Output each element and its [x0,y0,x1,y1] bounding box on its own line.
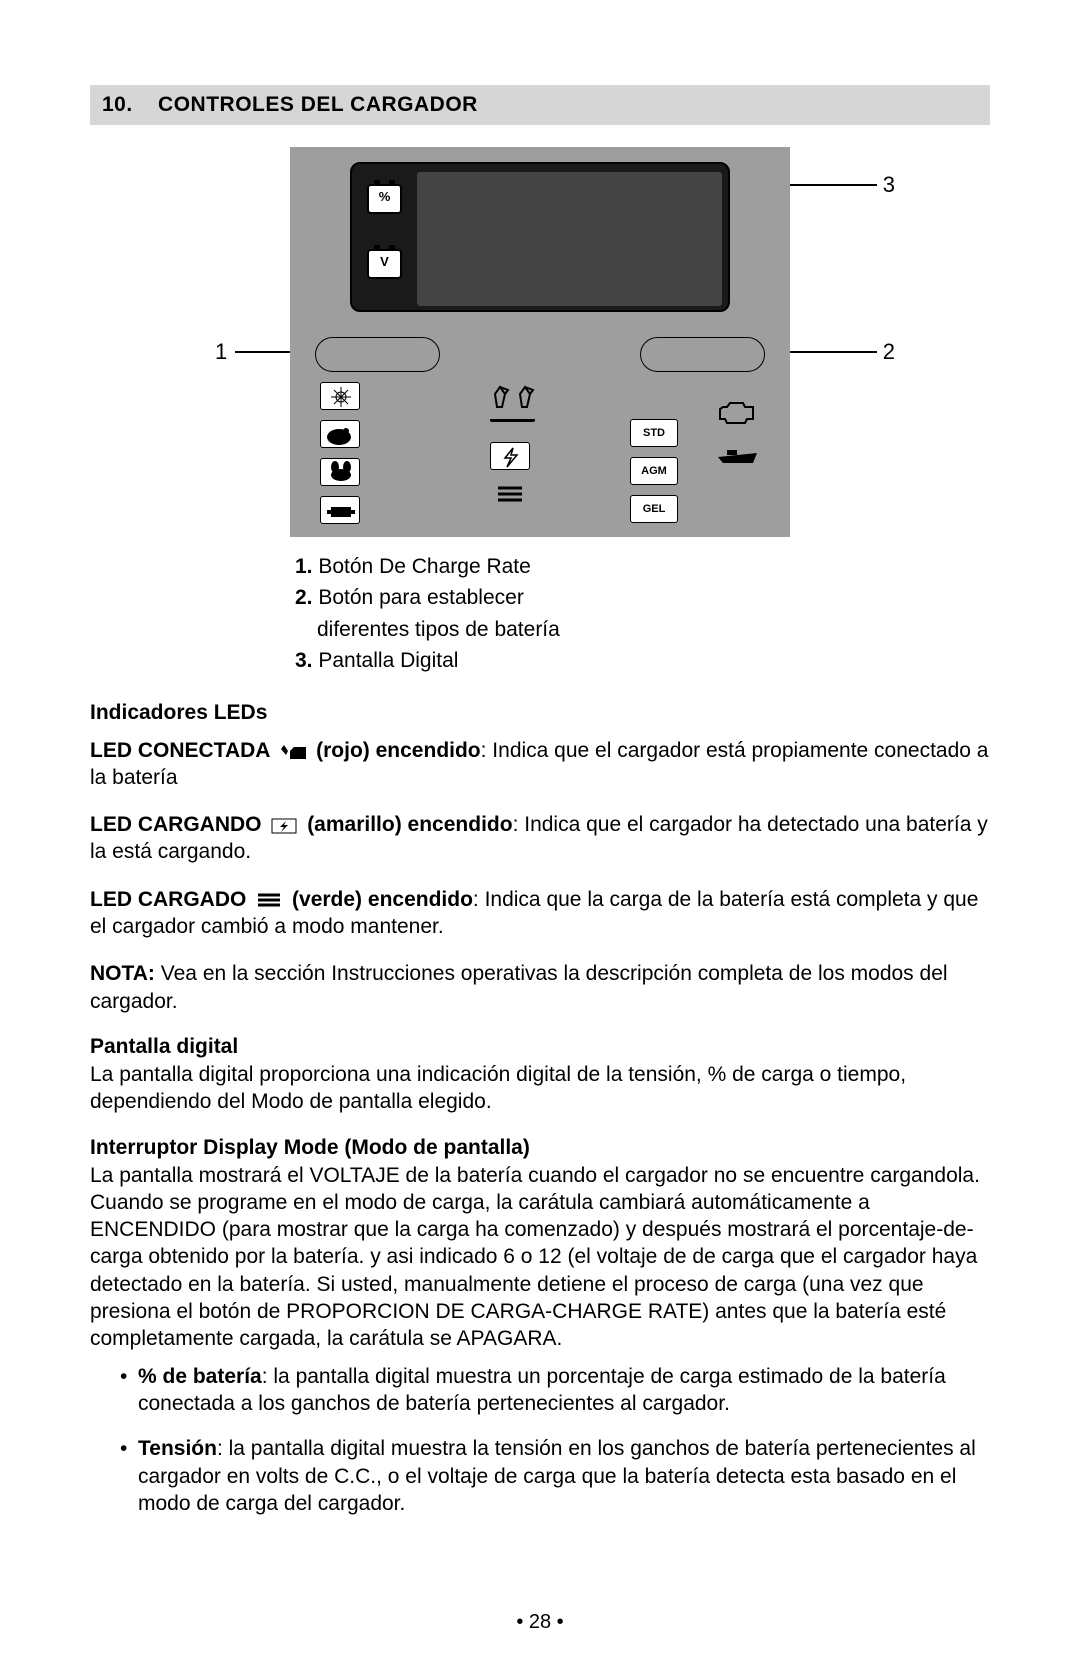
charging-icon [490,442,530,470]
screen-area: % V [350,162,730,312]
section-header: 10. CONTROLES DEL CARGADOR [90,85,990,125]
engine-icon [715,397,755,427]
std-battery-icon: STD [630,419,678,447]
percent-indicator: % [367,184,402,214]
rate-icon-3 [320,458,360,486]
led-connected-para: LED CONECTADA (rojo) encendido: Indica q… [90,737,990,792]
connected-icon [278,741,308,761]
charge-rate-button[interactable] [315,337,440,372]
legend-item-1: 1. Botón De Charge Rate [295,552,990,581]
callout-1: 1 [215,339,227,365]
interruptor-text: La pantalla mostrará el VOLTAJE de la ba… [90,1162,990,1353]
rate-icon-2 [320,420,360,448]
clamps-icon [490,382,540,410]
gel-battery-icon: GEL [630,495,678,523]
page-number: • 28 • [0,1611,1080,1634]
boat-icon [715,445,755,470]
bullet-tension: Tensión: la pantalla digital muestra la … [120,1435,990,1517]
agm-battery-icon: AGM [630,457,678,485]
lcd-screen [417,172,722,306]
charged-inline-icon [254,890,284,910]
charger-diagram: 3 1 2 % V [245,147,835,537]
pantalla-text: La pantalla digital proporciona una indi… [90,1061,990,1116]
led-charging-para: LED CARGANDO (amarillo) encendido: Indic… [90,811,990,866]
legend-item-3: 3. Pantalla Digital [295,646,990,675]
status-bar-1 [490,418,535,422]
charging-inline-icon [269,816,299,836]
diagram-legend: 1. Botón De Charge Rate 2. Botón para es… [295,552,990,676]
rate-icon-4 [320,496,360,524]
charger-panel: % V [290,147,790,537]
interruptor-heading: Interruptor Display Mode (Modo de pantal… [90,1136,990,1160]
rate-icon-1 [320,382,360,410]
spacer [630,382,680,410]
note-para: NOTA: Vea en la sección Instrucciones op… [90,960,990,1015]
section-title: CONTROLES DEL CARGADOR [158,93,478,116]
bullet-list: % de batería: la pantalla digital muestr… [120,1363,990,1517]
pantalla-heading: Pantalla digital [90,1035,990,1059]
legend-item-2: 2. Botón para establecer [295,583,990,612]
icon-grid: STD AGM GEL [320,382,760,525]
leds-heading: Indicadores LEDs [90,701,990,725]
legend-item-2b: diferentes tipos de batería [295,615,990,644]
callout-2: 2 [883,339,895,365]
volt-indicator: V [367,249,402,279]
led-charged-para: LED CARGADO (verde) encendido: Indica qu… [90,886,990,941]
charged-icon [490,480,530,508]
callout-3: 3 [883,172,895,198]
button-row [315,337,765,372]
section-number: 10. [102,93,133,116]
bullet-percent: % de batería: la pantalla digital muestr… [120,1363,990,1418]
battery-type-button[interactable] [640,337,765,372]
